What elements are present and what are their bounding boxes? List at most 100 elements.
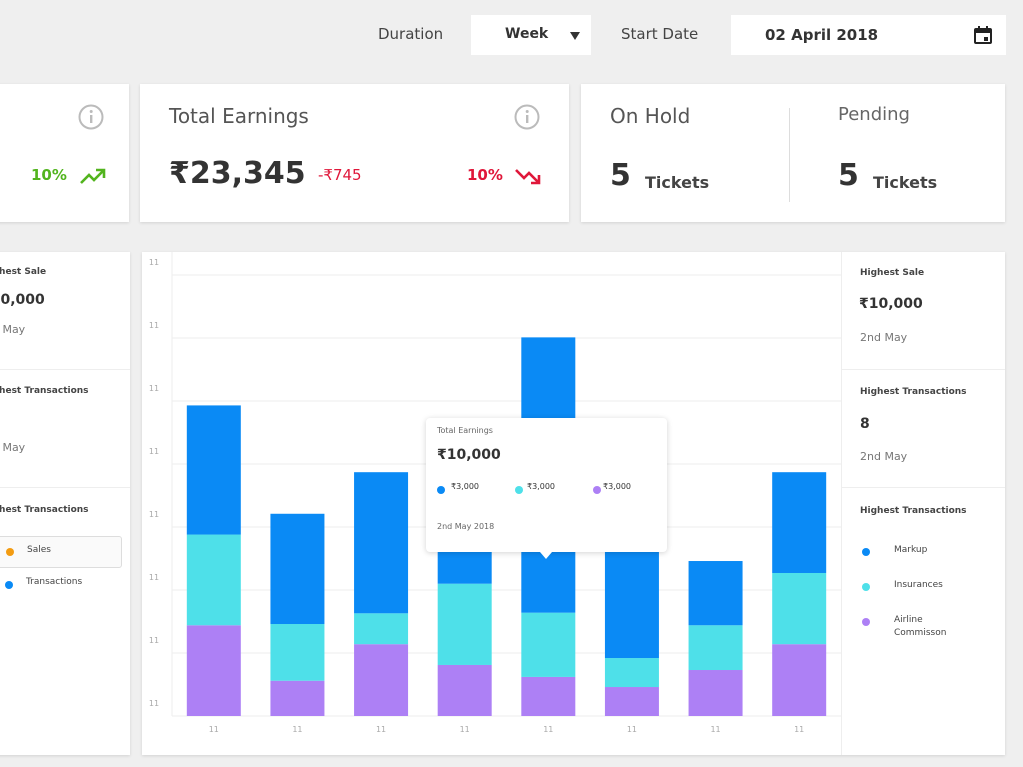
panel-title: Highest Transactions — [860, 387, 967, 397]
bar-segment — [437, 583, 492, 665]
date-input[interactable]: 02 April 2018 — [731, 15, 1006, 55]
ticket-unit: Tickets — [873, 173, 938, 192]
panel-value: 8 — [860, 416, 870, 432]
panel-title: Highest Transactions — [860, 506, 967, 516]
panel-value: ₹10,000 — [0, 292, 45, 308]
bar-segment — [354, 613, 409, 645]
legend-dot — [862, 583, 870, 591]
card-title: Total Earnings — [169, 104, 309, 128]
tooltip-date: 2nd May 2018 — [437, 522, 495, 531]
card-title: On Hold — [610, 104, 691, 128]
x-tick-label: 11 — [627, 725, 637, 734]
legend-label: Markup — [894, 545, 928, 555]
y-tick-label: 11 — [149, 258, 159, 267]
divider — [842, 487, 1005, 488]
bar-segment — [437, 664, 492, 716]
ticket-count: 5 — [610, 158, 631, 193]
legend-label: Airline Commisson — [894, 615, 947, 638]
y-tick-label: 11 — [149, 636, 159, 645]
bar-segment — [604, 687, 659, 716]
panel-date: 2nd May — [0, 323, 26, 336]
y-tick-label: 11 — [149, 384, 159, 393]
bar-segment — [521, 676, 576, 716]
panel-title: Highest Transactions — [0, 386, 89, 396]
tooltip-total: ₹10,000 — [437, 447, 501, 463]
card-title: Pending — [838, 104, 910, 125]
y-tick-label: 11 — [149, 321, 159, 330]
divider — [841, 252, 842, 755]
bar-segment — [270, 624, 325, 681]
tooltip-dot — [515, 486, 523, 494]
change-up: 10% — [31, 166, 67, 184]
dropdown-arrow — [570, 32, 580, 40]
panel-date: 2nd May — [0, 441, 26, 454]
left-panel: Highest Sale ₹10,000 2nd May Highest Tra… — [0, 252, 130, 755]
divider — [789, 108, 790, 202]
bar-segment — [186, 405, 241, 535]
ticket-unit: Tickets — [645, 173, 710, 192]
panel-date: 2nd May — [860, 450, 908, 463]
x-tick-label: 11 — [543, 725, 553, 734]
duration-label: Duration — [378, 25, 444, 43]
panel-value: ₹10,000 — [859, 296, 923, 312]
legend-label: Sales — [27, 545, 51, 555]
bar-segment — [354, 472, 409, 614]
legend-row[interactable]: Sales — [0, 536, 122, 568]
legend-dot — [862, 618, 870, 626]
earnings-amount: ₹23,345 — [169, 156, 306, 191]
ticket-count: 5 — [838, 158, 859, 193]
divider — [0, 369, 130, 370]
x-tick-label: 11 — [376, 725, 386, 734]
y-tick-label: 11 — [149, 699, 159, 708]
panel-date: 2nd May — [860, 331, 908, 344]
tooltip-item: ₹3,000 — [451, 482, 479, 491]
info-icon[interactable] — [78, 104, 104, 130]
legend-dot — [862, 548, 870, 556]
x-tick-label: 11 — [460, 725, 470, 734]
calendar-icon[interactable] — [973, 25, 993, 45]
tooltip: Total Earnings ₹10,000 ₹3,000 ₹3,000 ₹3,00… — [426, 418, 667, 559]
tickets-card: On Hold 5 Tickets Pending 5 Tickets — [581, 84, 1005, 222]
tooltip-title: Total Earnings — [437, 426, 493, 435]
duration-value: Week — [505, 26, 549, 42]
bar-segment — [186, 625, 241, 716]
y-tick-label: 11 — [149, 573, 159, 582]
legend-label: Insurances — [894, 580, 943, 590]
bar-segment — [270, 680, 325, 716]
duration-select[interactable]: Week — [471, 15, 591, 55]
panel-title: Highest Sale — [860, 268, 925, 278]
info-icon[interactable] — [514, 104, 540, 130]
trend-down-icon — [515, 169, 541, 185]
partial-card: 10% — [0, 84, 129, 222]
bar-segment — [186, 534, 241, 626]
bar-segment — [688, 625, 743, 671]
bar-segment — [772, 472, 827, 573]
panel-title: Highest Transactions — [0, 505, 89, 515]
x-tick-label: 11 — [710, 725, 720, 734]
bar-segment — [772, 572, 827, 645]
legend: Markup Insurances Airline Commisson — [842, 532, 1005, 642]
change-down: 10% — [467, 166, 503, 184]
x-tick-label: 11 — [794, 725, 804, 734]
tooltip-item: ₹3,000 — [603, 482, 631, 491]
date-value: 02 April 2018 — [765, 26, 879, 44]
tooltip-dot — [437, 486, 445, 494]
tooltip-item: ₹3,000 — [527, 482, 555, 491]
trend-up-icon — [80, 168, 106, 184]
x-tick-label: 11 — [209, 725, 219, 734]
bar-segment — [354, 644, 409, 716]
legend-label: Transactions — [26, 577, 83, 587]
bar-segment — [772, 644, 827, 716]
bar-segment — [604, 658, 659, 688]
bar-segment — [688, 670, 743, 716]
legend-dot — [6, 548, 14, 556]
y-tick-label: 11 — [149, 447, 159, 456]
y-tick-label: 11 — [149, 510, 159, 519]
bar-segment — [521, 612, 576, 677]
bar-segment — [688, 561, 743, 626]
start-date-label: Start Date — [621, 25, 699, 43]
tooltip-arrow — [540, 552, 552, 559]
earnings-card: Total Earnings ₹23,345 -₹745 10% — [140, 84, 569, 222]
panel-title: Highest Sale — [0, 267, 47, 277]
